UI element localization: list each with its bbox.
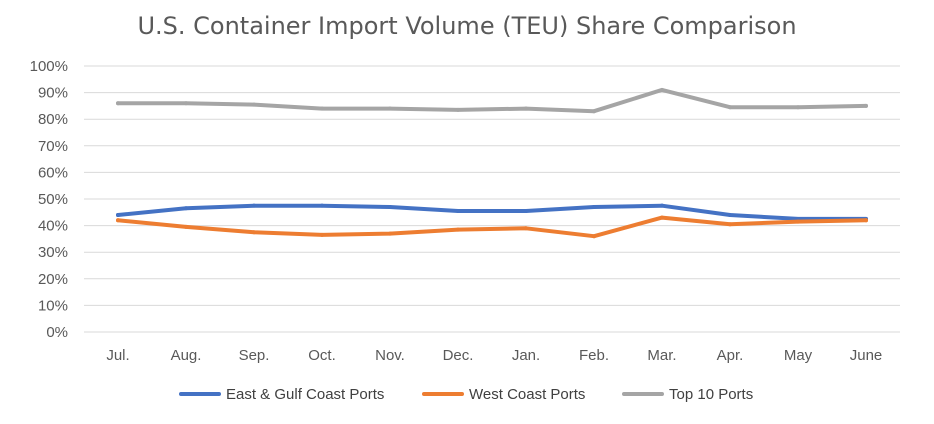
- legend-label: West Coast Ports: [469, 386, 585, 403]
- data-point: [524, 106, 528, 111]
- data-point: [388, 106, 392, 111]
- series-lines: [116, 87, 868, 239]
- data-point: [388, 231, 392, 236]
- data-point: [524, 226, 528, 231]
- x-tick-label: Jul.: [106, 347, 129, 364]
- legend-label: Top 10 Ports: [669, 386, 753, 403]
- y-tick-label: 30%: [38, 244, 68, 261]
- y-tick-label: 60%: [38, 164, 68, 181]
- data-point: [864, 218, 868, 223]
- x-tick-label: Mar.: [647, 347, 676, 364]
- legend: East & Gulf Coast Ports West Coast Ports T…: [179, 386, 753, 403]
- y-tick-label: 90%: [38, 85, 68, 102]
- data-point: [252, 230, 256, 235]
- series-line-2: [116, 215, 868, 239]
- x-axis-ticks: Jul. Aug. Sep. Oct. Nov. Dec. Jan. Feb. Mar. Apr.…: [106, 347, 882, 364]
- y-tick-label: 70%: [38, 138, 68, 155]
- data-point: [524, 208, 528, 213]
- x-tick-label: Apr.: [717, 347, 744, 364]
- data-point: [728, 222, 732, 227]
- x-tick-label: June: [850, 347, 883, 364]
- data-point: [456, 227, 460, 232]
- legend-label: East & Gulf Coast Ports: [226, 386, 384, 403]
- x-tick-label: May: [784, 347, 813, 364]
- gridlines: [84, 65, 900, 333]
- data-point: [660, 203, 664, 208]
- y-tick-label: 0%: [46, 324, 68, 341]
- data-point: [388, 204, 392, 209]
- y-tick-label: 10%: [38, 297, 68, 314]
- data-point: [320, 106, 324, 111]
- x-tick-label: Oct.: [308, 347, 336, 364]
- x-tick-label: Nov.: [375, 347, 405, 364]
- data-point: [252, 102, 256, 107]
- data-point: [116, 218, 120, 223]
- y-tick-label: 50%: [38, 191, 68, 208]
- y-tick-label: 40%: [38, 218, 68, 235]
- data-point: [660, 87, 664, 92]
- data-point: [592, 109, 596, 114]
- series-line-1: [116, 203, 868, 221]
- data-point: [320, 203, 324, 208]
- data-point: [184, 224, 188, 229]
- data-point: [864, 103, 868, 108]
- data-point: [796, 105, 800, 110]
- x-tick-label: Sep.: [239, 347, 270, 364]
- x-tick-label: Jan.: [512, 347, 540, 364]
- data-point: [184, 101, 188, 106]
- data-point: [116, 101, 120, 106]
- y-axis-ticks: 0% 10% 20% 30% 40% 50% 60% 70% 80% 90% 100%: [30, 58, 68, 341]
- series-line-3: [116, 87, 868, 114]
- data-point: [456, 208, 460, 213]
- chart-title: U.S. Container Import Volume (TEU) Share…: [137, 12, 796, 40]
- data-point: [592, 204, 596, 209]
- data-point: [728, 212, 732, 217]
- data-point: [184, 206, 188, 211]
- data-point: [592, 234, 596, 239]
- x-tick-label: Feb.: [579, 347, 609, 364]
- y-tick-label: 100%: [30, 58, 68, 75]
- y-tick-label: 20%: [38, 271, 68, 288]
- y-tick-label: 80%: [38, 111, 68, 128]
- data-point: [728, 105, 732, 110]
- data-point: [252, 203, 256, 208]
- data-point: [456, 107, 460, 112]
- x-tick-label: Aug.: [171, 347, 202, 364]
- data-point: [796, 219, 800, 224]
- data-point: [660, 215, 664, 220]
- x-tick-label: Dec.: [443, 347, 474, 364]
- data-point: [116, 212, 120, 217]
- data-point: [320, 232, 324, 237]
